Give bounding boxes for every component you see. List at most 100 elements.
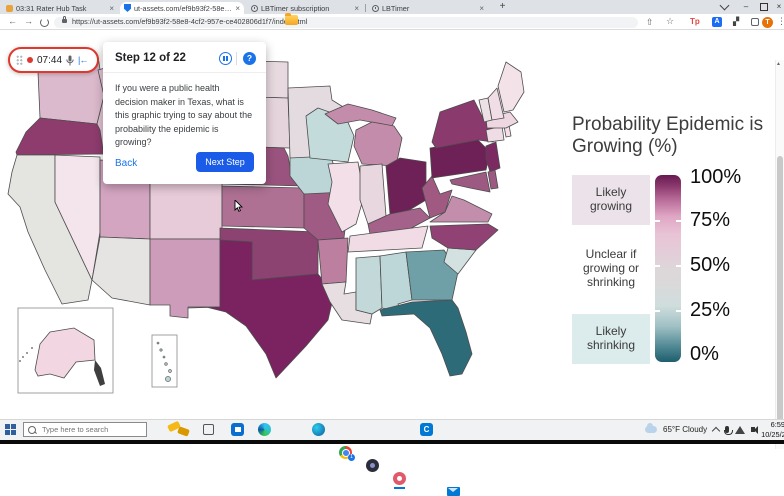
collapse-panel-icon[interactable]: |← — [78, 55, 88, 65]
recording-dot-icon — [27, 57, 33, 63]
state-oh[interactable] — [385, 157, 427, 215]
tab-title: LBTimer — [382, 3, 410, 13]
state-mi-upper[interactable] — [324, 103, 397, 127]
window-menu-button[interactable] — [716, 0, 732, 14]
state-nv[interactable] — [54, 154, 101, 281]
state-tx[interactable] — [187, 239, 335, 379]
tab-close-icon[interactable]: × — [479, 3, 484, 13]
recorder-app-icon[interactable] — [393, 472, 406, 489]
legend-zone-likely-growing: Likely growing — [572, 175, 650, 225]
maximize-icon — [760, 3, 768, 11]
browser-menu-icon[interactable]: ⋮ — [777, 16, 784, 26]
tab-lbtimer[interactable]: LBTimer × — [368, 2, 488, 14]
scrollbar-thumb[interactable] — [777, 156, 783, 442]
edge-beta-icon[interactable] — [258, 423, 271, 436]
recorder-pill[interactable]: 07:44 |← — [8, 47, 99, 73]
shield-favicon-icon — [124, 4, 131, 12]
tab-close-icon[interactable]: × — [235, 3, 240, 13]
url-text: https://ut-assets.com/ef9b93f2-58e8-4cf2… — [72, 17, 308, 26]
chrome-notification-badge: 1 — [348, 454, 355, 461]
tab-rater-hub[interactable]: 03:31 Rater Hub Task × — [2, 2, 118, 14]
system-tray: 65°F Cloudy 6:59 PM 10/25/2023 — [645, 419, 784, 440]
window-close-button[interactable]: × — [776, 2, 782, 11]
profile-avatar[interactable]: T — [762, 16, 773, 28]
tp-extension-icon[interactable]: Tp — [690, 17, 700, 26]
puzzle-extensions-icon[interactable]: ▞ — [733, 17, 740, 26]
alaska-panhandle — [94, 360, 105, 386]
recording-timer: 07:44 — [37, 54, 63, 66]
state-nh[interactable] — [487, 87, 505, 121]
clock-date[interactable]: 6:59 PM 10/25/2023 — [761, 420, 784, 439]
tray-chevron-up-icon[interactable] — [711, 426, 721, 436]
state-hi[interactable] — [156, 341, 160, 345]
state-nc[interactable] — [429, 223, 499, 251]
new-tab-button[interactable]: + — [499, 1, 506, 12]
dark-app-icon[interactable] — [366, 459, 379, 472]
state-ms[interactable] — [355, 255, 383, 315]
state-in[interactable] — [359, 163, 387, 225]
back-button[interactable]: ← — [8, 16, 17, 26]
share-icon[interactable]: ⇧ — [646, 17, 654, 27]
bookmark-star-icon[interactable]: ☆ — [666, 16, 675, 26]
window-minimize-button[interactable]: – — [743, 2, 749, 11]
network-icon[interactable] — [735, 425, 746, 434]
microsoft-store-icon[interactable] — [231, 423, 244, 436]
speaker-icon[interactable] — [751, 425, 759, 434]
state-ar[interactable] — [317, 237, 349, 285]
reload-button[interactable] — [40, 18, 49, 27]
chrome-icon[interactable]: 1 — [339, 446, 355, 461]
legend-notch — [655, 265, 660, 267]
tab-close-icon[interactable]: × — [354, 3, 359, 13]
popup-divider — [236, 52, 237, 65]
mail-app-icon[interactable] — [447, 487, 460, 496]
state-fl[interactable] — [379, 299, 473, 377]
running-indicator — [394, 487, 405, 489]
state-nm[interactable] — [149, 238, 221, 319]
state-or[interactable] — [15, 117, 105, 156]
drag-handle-icon[interactable] — [16, 55, 23, 65]
start-button-icon[interactable] — [5, 424, 16, 435]
weather-text[interactable]: 65°F Cloudy — [663, 425, 708, 434]
window-maximize-button[interactable] — [756, 0, 772, 14]
tab-ut-assets-active[interactable]: ut-assets.com/ef9b93f2-58e8-4... × — [120, 2, 244, 14]
task-view-icon[interactable] — [203, 424, 214, 435]
legend-notch — [676, 220, 681, 222]
microphone-icon[interactable] — [66, 55, 74, 66]
legend-tick-100: 100% — [690, 166, 742, 188]
tray-microphone-icon[interactable] — [723, 426, 733, 435]
address-bar[interactable] — [54, 16, 638, 28]
state-md[interactable] — [449, 171, 491, 193]
legend-zone-unclear: Unclear if growing or shrinking — [582, 247, 640, 289]
state-mi-lower[interactable] — [353, 121, 403, 167]
legend-tick-75: 75% — [690, 209, 731, 231]
raterhub-favicon-icon — [6, 4, 13, 12]
tab-close-icon[interactable]: × — [109, 3, 114, 13]
weather-cloud-icon[interactable] — [645, 423, 657, 433]
state-me[interactable] — [497, 61, 525, 113]
edge-browser-icon[interactable] — [312, 423, 325, 436]
search-input[interactable] — [40, 424, 142, 435]
file-explorer-icon[interactable] — [285, 13, 298, 25]
legend-notch — [655, 310, 660, 312]
scrollbar-up-icon[interactable]: ▲ — [776, 61, 781, 67]
taskbar-search[interactable] — [23, 422, 147, 437]
pause-button[interactable] — [219, 52, 232, 65]
state-nj[interactable] — [485, 141, 501, 173]
side-panel-icon[interactable] — [751, 18, 759, 26]
next-step-button[interactable]: Next Step — [196, 152, 254, 172]
us-choropleth-map[interactable] — [0, 30, 560, 419]
c-app-icon[interactable]: C — [420, 423, 433, 436]
state-de[interactable] — [487, 169, 499, 190]
a-extension-icon[interactable]: A — [712, 17, 722, 27]
clock-favicon-icon — [251, 4, 258, 12]
back-link[interactable]: Back — [115, 158, 138, 169]
state-az[interactable] — [91, 236, 151, 306]
legend-tick-25: 25% — [690, 299, 731, 321]
tab-lbtimer-subscription[interactable]: LBTimer subscription × — [247, 2, 363, 14]
search-icon — [28, 425, 36, 434]
mouse-cursor-icon — [234, 200, 243, 212]
state-il[interactable] — [327, 161, 365, 233]
help-button[interactable]: ? — [243, 52, 256, 65]
forward-button[interactable]: → — [24, 16, 33, 26]
state-tn[interactable] — [347, 225, 429, 253]
